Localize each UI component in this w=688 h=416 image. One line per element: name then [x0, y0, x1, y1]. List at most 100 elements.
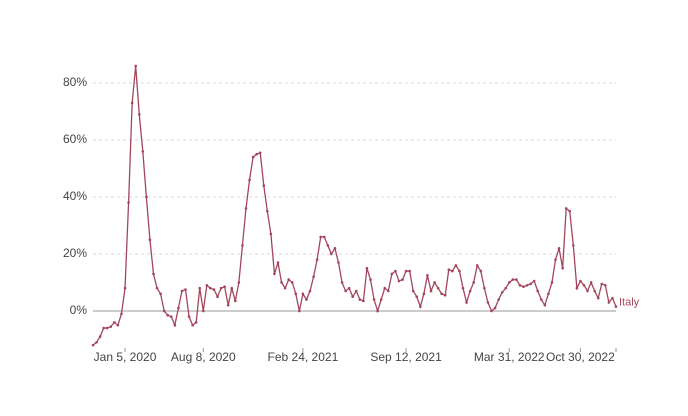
point	[98, 335, 102, 338]
point	[426, 274, 429, 277]
point	[404, 269, 408, 273]
point	[241, 244, 244, 247]
point	[312, 275, 315, 279]
point	[557, 246, 561, 250]
point	[113, 321, 116, 324]
point	[575, 286, 579, 290]
point	[504, 286, 508, 290]
point	[287, 278, 290, 281]
point	[280, 281, 283, 284]
point	[91, 343, 95, 347]
point	[379, 298, 383, 301]
point	[194, 321, 198, 324]
point	[337, 261, 340, 264]
point	[290, 281, 294, 284]
point	[248, 178, 251, 182]
point	[308, 289, 312, 293]
point	[130, 101, 134, 105]
point	[529, 282, 532, 286]
point	[344, 289, 347, 293]
point	[550, 281, 554, 284]
point	[522, 285, 525, 289]
point	[330, 252, 333, 256]
point	[539, 298, 543, 301]
point	[141, 150, 145, 153]
point	[419, 305, 422, 308]
point	[145, 195, 148, 199]
point	[102, 326, 105, 330]
point	[411, 289, 415, 293]
point	[408, 269, 411, 273]
point	[461, 286, 465, 290]
y-tick-label: 0%	[70, 303, 88, 317]
point	[536, 289, 540, 293]
point	[301, 292, 305, 296]
point	[294, 292, 298, 296]
point	[333, 246, 337, 250]
point	[269, 232, 273, 236]
point	[422, 292, 426, 296]
point	[561, 266, 564, 270]
point	[137, 113, 141, 116]
x-tick-label: Aug 8, 2020	[171, 350, 236, 364]
point	[319, 235, 323, 239]
point	[298, 309, 301, 313]
point	[429, 289, 433, 293]
point	[305, 298, 308, 301]
point	[543, 303, 547, 307]
point	[497, 298, 500, 301]
point	[191, 323, 194, 327]
point	[116, 323, 120, 327]
point	[209, 286, 212, 290]
point	[589, 281, 593, 284]
point	[105, 326, 109, 330]
point	[532, 279, 536, 283]
point	[177, 306, 180, 310]
point	[266, 209, 269, 213]
point	[511, 278, 515, 281]
point	[486, 301, 490, 304]
point	[518, 284, 522, 287]
point	[500, 291, 504, 294]
point	[251, 155, 255, 159]
point	[148, 238, 152, 242]
y-tick-label: 40%	[63, 189, 87, 203]
point	[365, 266, 369, 270]
point	[433, 281, 436, 284]
point	[600, 282, 604, 286]
point	[507, 281, 511, 284]
point	[447, 268, 451, 271]
point	[547, 292, 550, 296]
point	[219, 286, 223, 290]
point	[369, 278, 372, 281]
point	[155, 286, 159, 290]
y-tick-label: 20%	[63, 246, 87, 260]
point	[607, 301, 611, 304]
point	[614, 305, 618, 308]
point	[564, 207, 568, 210]
x-tick-label: Sep 12, 2021	[370, 350, 442, 364]
point	[554, 258, 557, 261]
point	[201, 309, 205, 313]
point	[234, 299, 237, 303]
point	[468, 289, 472, 293]
point	[347, 286, 351, 290]
x-tick-label: Jan 5, 2020	[94, 350, 157, 364]
point	[572, 244, 575, 247]
point	[315, 258, 319, 261]
point	[237, 281, 241, 284]
point	[262, 184, 266, 187]
point	[159, 292, 162, 296]
point	[198, 286, 202, 290]
point	[230, 286, 234, 290]
point	[283, 286, 287, 290]
point	[127, 201, 130, 204]
point	[596, 296, 600, 300]
point	[123, 286, 127, 290]
point	[244, 207, 248, 210]
point	[376, 309, 379, 313]
point	[180, 289, 184, 293]
point	[465, 301, 468, 304]
point	[273, 272, 276, 276]
point	[205, 284, 209, 287]
